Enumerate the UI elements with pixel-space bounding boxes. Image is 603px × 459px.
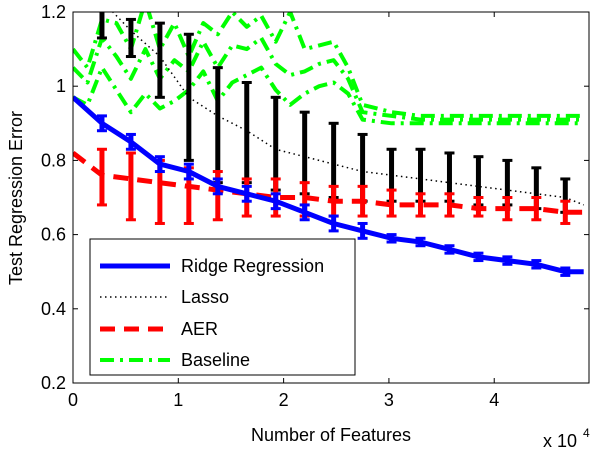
error-bar-ridge-regression bbox=[96, 114, 107, 133]
error-bar-ridge-regression bbox=[183, 162, 194, 181]
error-bar-ridge-regression bbox=[125, 132, 136, 151]
error-bar-aer bbox=[357, 184, 368, 218]
error-bar-aer bbox=[386, 188, 397, 218]
y-tick-label: 1.2 bbox=[41, 2, 66, 22]
error-bar-ridge-regression bbox=[357, 221, 368, 240]
error-bar-ridge-regression bbox=[444, 244, 455, 255]
y-tick-label: 0.6 bbox=[41, 225, 66, 245]
error-bar-ridge-regression bbox=[241, 184, 252, 203]
y-tick-label: 1 bbox=[56, 76, 66, 96]
error-bar-ridge-regression bbox=[154, 155, 165, 174]
series-baseline bbox=[73, 12, 584, 126]
series-layer bbox=[73, 12, 584, 277]
x-tick-label: 1 bbox=[173, 390, 183, 410]
error-bar-aer bbox=[96, 147, 107, 207]
legend: Ridge Regression Lasso AER Baseline bbox=[89, 238, 356, 376]
series-line-baseline bbox=[73, 36, 584, 122]
y-tick-label: 0.4 bbox=[41, 299, 66, 319]
series-line-baseline-upper bbox=[73, 12, 584, 118]
series-line-lasso bbox=[111, 12, 584, 206]
error-bar-lasso bbox=[125, 17, 136, 59]
x-axis-multiplier: x 10 bbox=[543, 431, 577, 451]
error-bar-aer bbox=[125, 151, 136, 222]
legend-items bbox=[100, 263, 170, 362]
y-tick-label: 0.8 bbox=[41, 150, 66, 170]
x-axis-label: Number of Features bbox=[251, 425, 411, 445]
error-bar-ridge-regression bbox=[299, 203, 310, 222]
error-bar-aer bbox=[444, 192, 455, 218]
error-bar-aer bbox=[560, 199, 571, 225]
error-bar-ridge-regression bbox=[560, 266, 571, 277]
y-axis-label: Test Regression Error bbox=[6, 111, 26, 285]
series-ridge-regression bbox=[73, 95, 584, 277]
legend-label-lasso: Lasso bbox=[181, 287, 229, 307]
y-tick-label: 0.2 bbox=[41, 373, 66, 393]
error-bar-aer bbox=[531, 196, 542, 222]
error-bar-ridge-regression bbox=[473, 251, 484, 263]
plot-frame bbox=[72, 11, 590, 384]
legend-label-baseline: Baseline bbox=[181, 350, 250, 370]
error-bar-ridge-regression bbox=[502, 255, 513, 266]
x-tick-label: 2 bbox=[279, 390, 289, 410]
series-lasso bbox=[96, 12, 584, 214]
x-axis-multiplier-exponent: 4 bbox=[583, 426, 590, 440]
error-bar-ridge-regression bbox=[531, 259, 542, 270]
series-line-baseline-lower bbox=[73, 65, 584, 126]
error-bar-aer bbox=[502, 196, 513, 222]
error-bar-ridge-regression bbox=[415, 236, 426, 248]
error-bar-aer bbox=[415, 192, 426, 218]
error-bar-ridge-regression bbox=[212, 177, 223, 196]
axes-layer: 0 1 2 3 4 0.2 0.4 0.6 0.8 1 1.2 bbox=[41, 2, 590, 410]
legend-label-aer: AER bbox=[181, 319, 218, 339]
x-tick-label: 3 bbox=[384, 390, 394, 410]
error-bar-ridge-regression bbox=[328, 214, 339, 233]
legend-box bbox=[89, 238, 356, 376]
legend-label-ridge-regression: Ridge Regression bbox=[181, 256, 324, 276]
error-bar-lasso bbox=[183, 32, 194, 162]
error-bar-lasso bbox=[154, 21, 165, 99]
error-bar-ridge-regression bbox=[270, 192, 281, 211]
x-tick-label: 0 bbox=[68, 390, 78, 410]
x-tick-label: 4 bbox=[489, 390, 499, 410]
error-bar-lasso bbox=[96, 12, 107, 40]
error-bar-ridge-regression bbox=[386, 233, 397, 244]
error-bar-aer bbox=[473, 196, 484, 218]
